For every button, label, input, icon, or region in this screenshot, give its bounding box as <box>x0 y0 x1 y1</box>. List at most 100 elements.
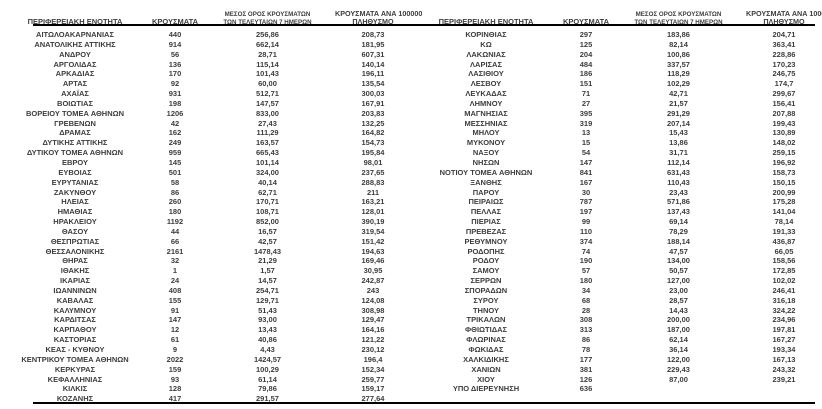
table-row: ΚΟΡΙΝΘΙΑΣ 297 183,86 204,71 <box>411 30 822 40</box>
per100k-cell: 174,7 <box>774 79 794 89</box>
table-row: ΦΛΩΡΙΝΑΣ 86 62,14 167,27 <box>411 335 822 345</box>
avg7-cell: 291,29 <box>667 108 690 118</box>
cases-cell: 198 <box>168 98 182 108</box>
cases-cell: 186 <box>579 69 593 79</box>
cases-cell: 147 <box>168 315 182 325</box>
per100k-cell: 163,21 <box>361 197 385 207</box>
table-header-left: ΠΕΡΙΦΕΡΕΙΑΚΗ ΕΝΟΤΗΤΑ ΚΡΟΥΣΜΑΤΑ ΜΕΣΟΣ ΟΡΟ… <box>0 0 423 30</box>
table-body-right: ΚΟΡΙΝΘΙΑΣ 297 183,86 204,71 ΚΩ 125 82,14 363,41… <box>411 30 822 394</box>
avg7-cell: 60,00 <box>258 79 277 89</box>
cases-cell: 61 <box>170 335 180 345</box>
region-cell: ΧΑΛΚΙΔΙΚΗΣ <box>463 354 509 364</box>
cases-cell: 42 <box>170 118 180 128</box>
table-row: ΠΙΕΡΙΑΣ 99 69,14 78,14 <box>411 217 822 227</box>
table-row: ΒΟΙΩΤΙΑΣ 198 147,57 167,91 <box>0 99 411 109</box>
table-row: ΘΑΣΟΥ 44 16,57 319,54 <box>0 227 411 237</box>
per100k-cell: 242,87 <box>361 276 385 286</box>
per100k-cell: 196,4 <box>363 354 383 364</box>
table-row: ΧΑΝΙΩΝ 381 229,43 243,32 <box>411 365 822 375</box>
table-row: ΗΜΑΘΙΑΣ 180 108,71 128,01 <box>0 207 411 217</box>
region-cell: ΗΛΕΙΑΣ <box>61 197 89 207</box>
table-row: ΛΑΚΩΝΙΑΣ 204 100,86 228,86 <box>411 50 822 60</box>
avg7-cell: 852,00 <box>256 217 279 227</box>
cases-cell: 78 <box>581 345 591 354</box>
cases-cell: 136 <box>168 59 182 69</box>
per100k-cell: 211 <box>366 187 380 197</box>
col-header-region: ΠΕΡΙΦΕΡΕΙΑΚΗ ΕΝΟΤΗΤΑ <box>0 0 150 30</box>
per100k-cell: 324,22 <box>772 305 796 315</box>
per100k-cell: 172,85 <box>772 266 796 276</box>
cases-cell: 636 <box>579 384 593 394</box>
col-header-per100k-line1: ΚΡΟΥΣΜΑΤΑ ΑΝΑ 100000 <box>335 8 423 18</box>
cases-cell: 308 <box>579 315 593 325</box>
region-cell: ΙΩΑΝΝΙΝΩΝ <box>53 285 97 295</box>
cases-cell: 145 <box>168 157 182 167</box>
table-row: ΙΩΑΝΝΙΝΩΝ 408 254,71 243 <box>0 286 411 296</box>
avg7-cell: 207,14 <box>667 118 690 128</box>
table-row: ΡΟΔΟΥ 190 134,00 158,56 <box>411 256 822 266</box>
avg7-cell: 512,71 <box>256 89 279 99</box>
avg7-cell: 21,57 <box>669 98 688 108</box>
avg7-cell: 337,57 <box>667 59 690 69</box>
table-row: ΠΕΙΡΑΙΩΣ 787 571,86 175,28 <box>411 197 822 207</box>
avg7-cell: 42,57 <box>258 236 277 246</box>
avg7-cell: 111,29 <box>256 128 279 138</box>
avg7-cell: 40,86 <box>258 335 277 345</box>
per100k-cell: 197,81 <box>772 325 796 335</box>
per100k-cell: 363,41 <box>772 39 796 49</box>
per100k-cell: 208,73 <box>361 30 385 39</box>
region-cell: ΥΠΟ ΔΙΕΡΕΥΝΗΣΗ <box>452 384 520 394</box>
region-cell: ΞΑΝΘΗΣ <box>470 177 502 187</box>
per100k-cell: 169,46 <box>361 256 385 266</box>
col-header-avg7-line2: ΤΩΝ ΤΕΛΕΥΤΑΙΩΝ 7 ΗΜΕΡΩΝ <box>634 18 723 26</box>
per100k-cell: 158,56 <box>772 256 796 266</box>
per100k-cell: 607,31 <box>361 49 385 59</box>
bottom-rule <box>33 402 815 404</box>
per100k-cell: 102,02 <box>772 276 796 286</box>
table-row: ΚΕΝΤΡΙΚΟΥ ΤΟΜΕΑ ΑΘΗΝΩΝ 2022 1424,57 196,4 <box>0 355 411 365</box>
table-row: ΛΕΥΚΑΔΑΣ 71 42,71 299,67 <box>411 89 822 99</box>
avg7-cell: 115,14 <box>256 59 279 69</box>
avg7-cell: 16,57 <box>258 226 277 236</box>
per100k-cell: 316,18 <box>772 295 796 305</box>
avg7-cell: 665,43 <box>256 148 279 158</box>
cases-cell: 151 <box>579 79 593 89</box>
avg7-cell: 62,71 <box>258 187 277 197</box>
region-cell: ΕΥΡΥΤΑΝΙΑΣ <box>51 177 99 187</box>
cases-cell: 34 <box>581 285 591 295</box>
per100k-cell: 288,83 <box>361 177 385 187</box>
region-cell: ΒΟΡΕΙΟΥ ΤΟΜΕΑ ΑΘΗΝΩΝ <box>25 108 125 118</box>
table-row: ΛΕΣΒΟΥ 151 102,29 174,7 <box>411 79 822 89</box>
per100k-cell: 164,82 <box>361 128 385 138</box>
cases-cell: 167 <box>579 177 593 187</box>
cases-cell: 93 <box>170 374 180 384</box>
region-cell: ΑΡΓΟΛΙΔΑΣ <box>53 59 97 69</box>
region-cell: ΦΩΚΙΔΑΣ <box>468 345 504 354</box>
cases-cell: 110 <box>579 226 593 236</box>
avg7-cell: 23,43 <box>669 187 688 197</box>
per100k-cell: 200,99 <box>772 187 796 197</box>
avg7-cell: 129,71 <box>256 295 279 305</box>
table-row: ΚΕΡΚΥΡΑΣ 159 100,29 152,34 <box>0 365 411 375</box>
cases-cell: 484 <box>579 59 593 69</box>
cases-cell: 374 <box>579 236 593 246</box>
region-cell: ΔΡΑΜΑΣ <box>59 128 91 138</box>
region-cell: ΠΡΕΒΕΖΑΣ <box>465 226 507 236</box>
cases-cell: 162 <box>168 128 182 138</box>
avg7-cell: 51,43 <box>258 305 277 315</box>
cases-cell: 204 <box>579 49 593 59</box>
per100k-cell: 207,88 <box>772 108 796 118</box>
avg7-cell: 40,14 <box>258 177 277 187</box>
avg7-cell: 62,14 <box>669 335 688 345</box>
per100k-cell: 154,73 <box>361 138 385 148</box>
col-header-region: ΠΕΡΙΦΕΡΕΙΑΚΗ ΕΝΟΤΗΤΑ <box>411 0 561 30</box>
table-row: ΙΚΑΡΙΑΣ 24 14,57 242,87 <box>0 276 411 286</box>
table-row: ΘΕΣΣΑΛΟΝΙΚΗΣ 2161 1478,43 194,63 <box>0 247 411 257</box>
table-row: ΣΕΡΡΩΝ 180 127,00 102,02 <box>411 276 822 286</box>
col-header-avg7-line1: ΜΕΣΟΣ ΟΡΟΣ ΚΡΟΥΣΜΑΤΩΝ <box>635 11 722 19</box>
region-cell: ΚΕΝΤΡΙΚΟΥ ΤΟΜΕΑ ΑΘΗΝΩΝ <box>21 354 129 364</box>
per100k-cell: 259,77 <box>361 374 385 384</box>
table-row: ΣΠΟΡΑΔΩΝ 34 23,00 246,41 <box>411 286 822 296</box>
table-row: ΥΠΟ ΔΙΕΡΕΥΝΗΣΗ 636 <box>411 384 822 394</box>
header-row: ΠΕΡΙΦΕΡΕΙΑΚΗ ΕΝΟΤΗΤΑ ΚΡΟΥΣΜΑΤΑ ΜΕΣΟΣ ΟΡΟ… <box>411 0 822 30</box>
